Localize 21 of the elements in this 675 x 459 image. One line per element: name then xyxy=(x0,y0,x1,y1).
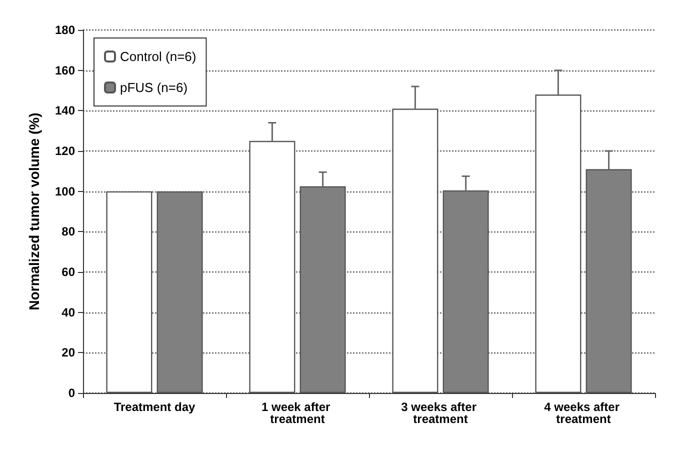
y-tick-label: 140 xyxy=(54,104,76,118)
bar xyxy=(106,191,152,393)
legend-label: Control (n=6) xyxy=(120,49,196,64)
y-tick-label: 20 xyxy=(62,346,76,360)
y-tick-label: 40 xyxy=(62,305,76,320)
y-tick-label: 80 xyxy=(62,224,76,239)
y-tick-label: 60 xyxy=(62,265,76,279)
y-axis-title: Normalized tumor volume (%) xyxy=(26,112,42,310)
bar xyxy=(249,140,296,393)
bar xyxy=(392,108,438,393)
legend-label: pFUS (n=6) xyxy=(120,80,188,95)
x-tick-label: 3 weeks after treatment xyxy=(401,400,480,426)
y-tick-label: 120 xyxy=(54,144,76,158)
y-tick-label: 100 xyxy=(54,184,76,198)
bar xyxy=(535,94,582,393)
x-tick-label: 1 week after treatment xyxy=(261,400,334,426)
x-tick-label: 4 weeks after treatment xyxy=(544,400,623,426)
y-tick-label: 160 xyxy=(54,63,76,78)
y-tick-label: 0 xyxy=(68,386,76,400)
x-tick-label: Treatment day xyxy=(114,400,196,414)
y-tick-label: 180 xyxy=(54,23,76,37)
